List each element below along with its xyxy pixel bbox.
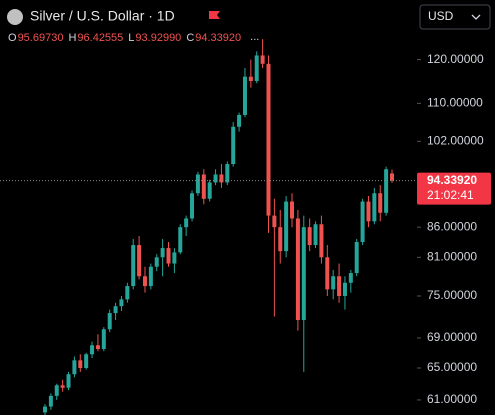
candle-body <box>266 63 271 216</box>
candle-body <box>342 282 347 297</box>
currency-label[interactable]: USD <box>428 9 454 23</box>
candle-body <box>84 354 89 368</box>
candle-body <box>184 218 189 228</box>
candle-body <box>360 201 365 243</box>
candle-body <box>260 55 265 64</box>
candle-body <box>384 169 389 213</box>
candle-body <box>231 126 236 165</box>
candle-body <box>201 174 206 199</box>
candle-body <box>337 276 342 297</box>
y-tick-label: 69.00000 <box>427 330 477 344</box>
ohlc-key: H <box>68 32 76 44</box>
dropdown-caret[interactable] <box>471 14 481 20</box>
candle-body <box>248 76 253 82</box>
candle-body <box>43 406 47 413</box>
y-tick-label: 75.00000 <box>427 288 477 302</box>
candle-body <box>101 329 106 350</box>
y-tick-label: 81.00000 <box>427 249 477 263</box>
candle-body <box>319 224 324 258</box>
candle-body <box>78 360 83 368</box>
ohlc-value: 95.69730 <box>18 32 64 44</box>
candle-body <box>219 174 224 183</box>
candle-body <box>66 374 71 388</box>
candle-body <box>72 360 77 375</box>
candle-body <box>348 273 353 283</box>
ohlc-key: L <box>128 32 134 44</box>
candle-body <box>178 227 183 253</box>
candle-body <box>148 266 153 287</box>
candle-body <box>213 174 218 183</box>
candle-body <box>90 345 95 355</box>
candle-body <box>284 201 289 252</box>
candle-body <box>331 276 336 290</box>
candle-body <box>142 276 147 287</box>
candle-body <box>54 385 59 396</box>
y-tick-label: 86.00000 <box>427 219 477 233</box>
y-tick-label: 120.00000 <box>427 52 484 66</box>
last-price-badge <box>417 172 491 205</box>
candle-body <box>195 174 200 194</box>
y-tick-label: 102.00000 <box>427 134 484 148</box>
candle-body <box>313 224 318 246</box>
candle-body <box>237 114 242 127</box>
candle-body <box>372 193 377 222</box>
candle-body <box>354 242 359 274</box>
candle-body <box>325 257 330 290</box>
candle-body <box>107 313 112 330</box>
candle-body <box>390 173 394 181</box>
candle-body <box>278 227 283 252</box>
header: Silver / U.S. Dollar · 1D O 95.69730 H 96.4… <box>7 4 491 44</box>
y-tick-label: 61.00000 <box>427 392 477 406</box>
candle-body <box>60 385 65 388</box>
candle-body <box>125 286 130 300</box>
candle-body <box>131 245 136 287</box>
candle-body <box>172 252 177 264</box>
candle-body <box>295 218 300 321</box>
currency-button[interactable] <box>419 4 491 30</box>
chart-title: Silver / U.S. Dollar · 1D <box>30 8 175 24</box>
candle-body <box>307 227 312 246</box>
candle-body <box>242 76 247 115</box>
y-tick-label: 110.00000 <box>427 96 483 110</box>
candle-body <box>378 193 383 213</box>
candle-body <box>48 395 53 407</box>
candle-body <box>137 245 142 277</box>
candle-body <box>225 164 230 183</box>
plot-area <box>0 39 417 415</box>
candle-body <box>190 193 195 219</box>
candle-body <box>290 201 295 219</box>
more-button[interactable]: ... <box>250 31 259 43</box>
symbol-icon <box>7 9 23 25</box>
ohlc-value: 94.33920 <box>195 32 241 44</box>
ohlc-key: C <box>186 32 194 44</box>
price-axis: 120.00000 110.00000 102.00000 86.00000 81.00… <box>417 52 491 406</box>
candle-body <box>154 257 159 267</box>
candle-body <box>160 248 165 258</box>
ohlc-value: 96.42555 <box>77 32 123 44</box>
ohlc-legend: O 95.69730 H 96.42555 L 93.92990 C 94.33920... <box>8 31 259 44</box>
flag-icon <box>209 11 220 19</box>
candle-body <box>207 182 212 199</box>
candle-body <box>119 299 124 307</box>
candle-body <box>113 306 118 314</box>
countdown: 21:02:41 <box>427 188 474 202</box>
candle-body <box>366 201 371 222</box>
ohlc-value: 93.92990 <box>135 32 181 44</box>
last-price-label: 94.33920 <box>427 173 477 187</box>
candle-body <box>272 215 277 228</box>
candle-body <box>95 345 100 350</box>
candle-body <box>301 227 306 321</box>
ohlc-key: O <box>8 32 17 44</box>
candle-body <box>166 248 171 264</box>
candle-body <box>254 55 259 82</box>
y-tick-label: 65.00000 <box>427 360 477 374</box>
